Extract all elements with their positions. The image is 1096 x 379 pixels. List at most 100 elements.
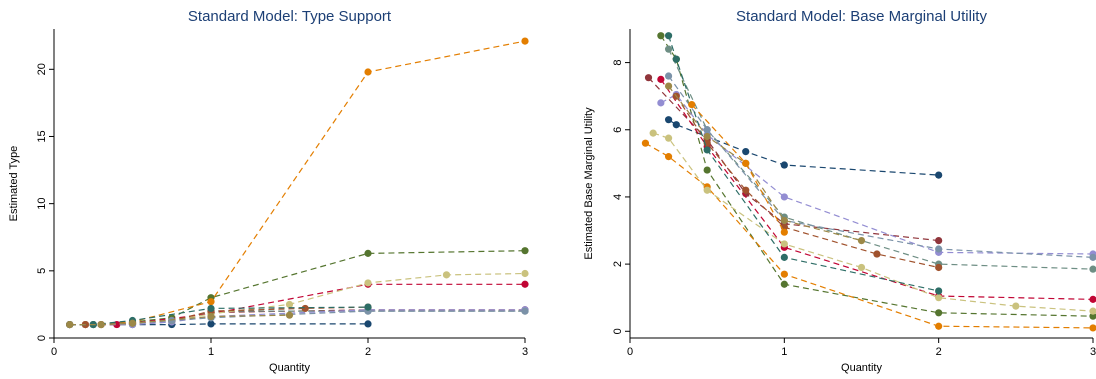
series-line [668,35,939,292]
data-point [742,147,750,156]
data-point [364,249,372,257]
data-point [657,99,665,107]
data-point [1089,295,1096,303]
data-point [780,161,788,169]
data-point [664,82,673,90]
data-point [935,309,943,317]
y-axis-title: Estimated Type [8,146,20,222]
y-tick-label: 4 [612,194,624,200]
series-9 [672,92,943,272]
x-axis-title: Quantity [841,362,882,374]
data-point [97,320,105,329]
data-point [780,280,788,288]
x-tick-label: 0 [627,346,633,358]
data-point [644,74,653,82]
data-point [521,280,529,288]
data-point [780,270,788,278]
data-point [128,319,137,327]
data-point [1012,302,1020,310]
data-point [285,311,294,319]
x-tick-label: 1 [781,346,787,358]
data-point [857,263,866,272]
x-tick-label: 2 [936,346,942,358]
data-point [1089,253,1096,261]
chart-title: Standard Model: Type Support [188,8,392,25]
data-point [935,287,943,295]
base-marginal-utility-chart: Standard Model: Base Marginal Utility 0 1 2… [583,8,1096,374]
series-7 [657,90,1096,258]
series-line [69,309,525,326]
series-12 [66,311,294,329]
x-tick-label: 2 [365,346,371,358]
series-11 [664,32,943,295]
series-line [69,250,526,326]
data-point [664,72,673,80]
data-point [207,298,215,306]
series-line [668,75,1094,258]
data-point [935,245,943,253]
data-point [664,32,673,40]
data-point [672,121,680,129]
series-line [660,35,1094,317]
data-point [521,247,529,255]
series-3 [66,247,529,329]
data-point [1089,324,1096,332]
data-point [703,186,711,194]
y-tick-label: 5 [36,268,48,274]
data-point [703,126,711,134]
y-tick-label: 10 [36,198,48,210]
chart-title: Standard Model: Base Marginal Utility [736,8,987,25]
data-point [742,186,750,194]
x-tick-label: 0 [51,346,57,358]
series-12 [664,82,866,245]
data-point [521,269,529,278]
y-tick-label: 15 [36,130,48,142]
series-1 [664,116,943,179]
series-line [69,40,526,326]
data-point [1089,307,1096,315]
data-point [664,153,673,161]
series-line [645,142,1094,329]
series-line [691,104,785,233]
series-line [660,93,1094,255]
series-line [668,85,862,242]
x-tick-label: 3 [522,346,528,358]
series-line [69,323,368,326]
y-axis-title: Estimated Base Marginal Utility [583,107,595,260]
data-point [935,263,943,272]
data-point [873,250,881,258]
series-8 [649,129,1096,315]
data-point [780,240,788,248]
data-point [521,37,529,45]
data-point [364,68,372,76]
y-tick-label: 0 [612,328,624,334]
data-point [66,320,74,329]
series-line [675,95,939,269]
data-point [935,236,943,245]
y-tick-label: 8 [612,60,624,66]
data-point [207,320,215,328]
data-point [664,45,673,53]
series-line [69,283,525,326]
x-tick-label: 3 [1090,346,1096,358]
series-2 [644,74,943,245]
series-6 [657,75,1096,303]
data-point [207,304,215,313]
data-point [168,316,176,325]
data-point [780,216,788,225]
series-line [69,272,526,326]
data-point [703,132,711,141]
series-line [69,306,369,326]
data-point [672,55,680,63]
data-point [664,116,673,124]
data-point [641,139,650,147]
data-point [664,134,673,142]
data-point [688,100,696,109]
series-line [69,310,525,326]
data-point [935,322,943,330]
y-tick-label: 20 [36,63,48,75]
data-point [364,320,372,328]
data-point [649,129,657,137]
series-line [69,310,525,326]
